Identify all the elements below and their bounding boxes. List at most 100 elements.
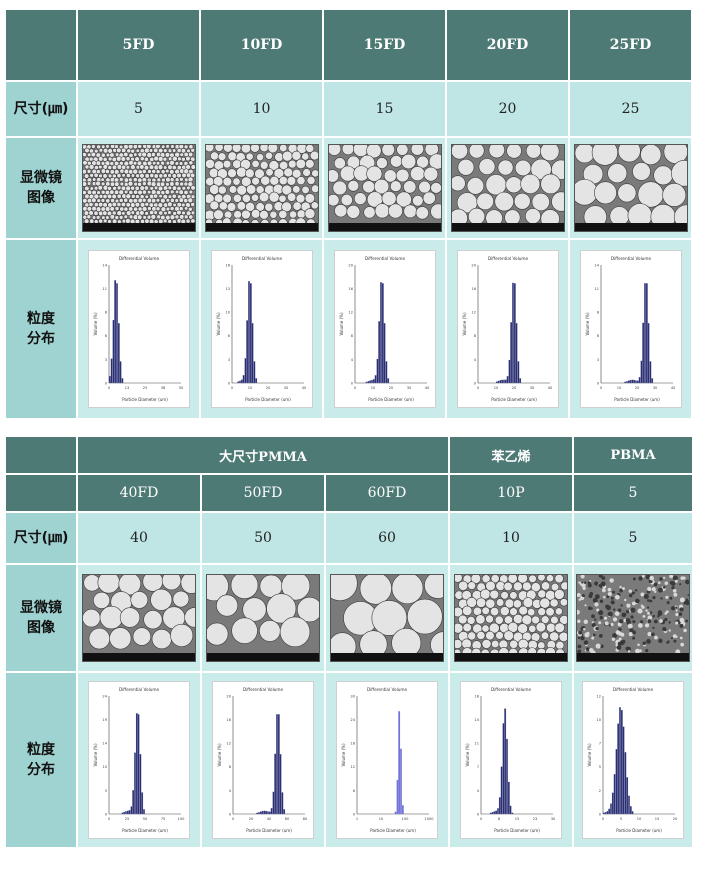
micro-particle — [82, 168, 87, 175]
micro-particle — [162, 148, 168, 153]
x-tick-label: 20 — [511, 386, 516, 390]
micro-particle — [111, 164, 117, 170]
micro-particle — [661, 183, 686, 207]
micro-particle — [136, 145, 142, 149]
micro-particle — [160, 145, 165, 149]
micro-texture-dot — [599, 616, 603, 620]
micro-particle — [389, 180, 402, 193]
micro-texture-dot — [637, 608, 643, 614]
micro-particle — [109, 214, 115, 220]
micro-particle — [417, 180, 431, 194]
micro-particle — [102, 184, 108, 191]
micro-particle — [268, 160, 279, 171]
micro-particle — [93, 219, 99, 224]
micro-particle — [118, 168, 124, 174]
model-header: 20FD — [447, 10, 570, 82]
micro-particle — [97, 164, 103, 170]
micro-particle — [241, 193, 251, 203]
micro-particle — [178, 145, 184, 150]
x-tick-label: 0 — [476, 386, 479, 390]
micro-particle — [83, 173, 89, 179]
micro-texture-dot — [621, 587, 625, 591]
micro-particle — [228, 185, 237, 194]
micro-texture-dot — [617, 608, 622, 613]
microscope-cell — [450, 565, 574, 673]
x-tick-label: 40 — [424, 386, 429, 390]
micro-particle — [292, 201, 302, 211]
micro-particle — [539, 173, 561, 195]
micro-particle — [88, 156, 94, 162]
histogram-title: Differential Volume — [118, 256, 159, 261]
micro-particle — [280, 201, 292, 213]
microscope-image — [82, 574, 196, 662]
micro-texture-dot — [668, 629, 671, 632]
micro-particle — [617, 145, 641, 163]
y-tick-label: 4 — [473, 358, 476, 362]
micro-particle — [282, 167, 293, 178]
micro-scale-bar — [328, 223, 441, 231]
micro-particle — [166, 210, 172, 215]
micro-texture-dot — [649, 611, 653, 614]
micro-particle — [90, 151, 96, 158]
micro-particle — [242, 597, 267, 622]
micro-particle — [184, 607, 195, 628]
micro-texture-dot — [598, 575, 603, 578]
micro-particle — [291, 185, 300, 194]
histogram-cell: Differential Volume Particle Diameter (um… — [450, 673, 574, 849]
micro-texture-dot — [619, 588, 623, 593]
micro-particle — [180, 148, 186, 154]
micro-particle — [180, 575, 195, 594]
micro-particle — [178, 197, 184, 203]
micro-texture-dot — [625, 646, 629, 650]
micro-particle — [301, 168, 311, 177]
micro-particle — [481, 638, 492, 649]
micro-texture-dot — [673, 592, 678, 597]
micro-particle — [141, 206, 147, 212]
micro-particle — [97, 575, 120, 594]
micro-texture-dot — [583, 581, 587, 585]
micro-texture-dot — [649, 599, 653, 603]
micro-particle — [332, 180, 347, 196]
y-tick-label: 0 — [599, 812, 602, 816]
micro-particle — [429, 182, 441, 194]
histogram-bar — [245, 320, 248, 384]
micro-particle — [503, 630, 514, 641]
micro-particle — [86, 181, 91, 186]
micro-particle — [387, 203, 403, 219]
histogram-bar — [121, 812, 124, 815]
micro-particle — [106, 165, 112, 170]
histogram-ylabel: Volume (%) — [585, 312, 590, 336]
histogram-bar — [368, 380, 371, 384]
micro-particle — [171, 185, 177, 191]
micro-particle — [138, 173, 145, 179]
micro-particle — [164, 152, 170, 158]
micro-particle — [296, 596, 319, 623]
histogram-bar — [272, 791, 275, 815]
micro-particle — [221, 193, 232, 204]
micro-texture-dot — [652, 596, 656, 600]
histogram-bar — [381, 283, 384, 384]
micro-particle — [541, 581, 551, 591]
micro-particle — [226, 168, 237, 178]
micro-particle — [120, 211, 126, 216]
micro-particle — [111, 185, 117, 191]
micro-particle — [155, 161, 160, 166]
histogram-bar — [623, 381, 626, 384]
micro-particle — [179, 152, 184, 157]
micro-texture-dot — [685, 579, 689, 585]
micro-texture-dot — [670, 606, 676, 611]
micro-particle — [554, 607, 563, 616]
micro-particle — [159, 160, 165, 166]
micro-particle — [97, 173, 103, 179]
micro-particle — [518, 605, 529, 616]
histogram-title: Differential Volume — [241, 256, 282, 261]
micro-texture-dot — [605, 604, 610, 609]
microscope-image — [327, 144, 442, 232]
micro-particle — [130, 194, 136, 199]
histogram-bar — [626, 777, 629, 815]
micro-particle — [310, 201, 318, 210]
micro-particle — [136, 177, 143, 183]
corner-cell — [6, 10, 78, 82]
micro-texture-dot — [621, 639, 626, 644]
micro-particle — [207, 622, 229, 646]
